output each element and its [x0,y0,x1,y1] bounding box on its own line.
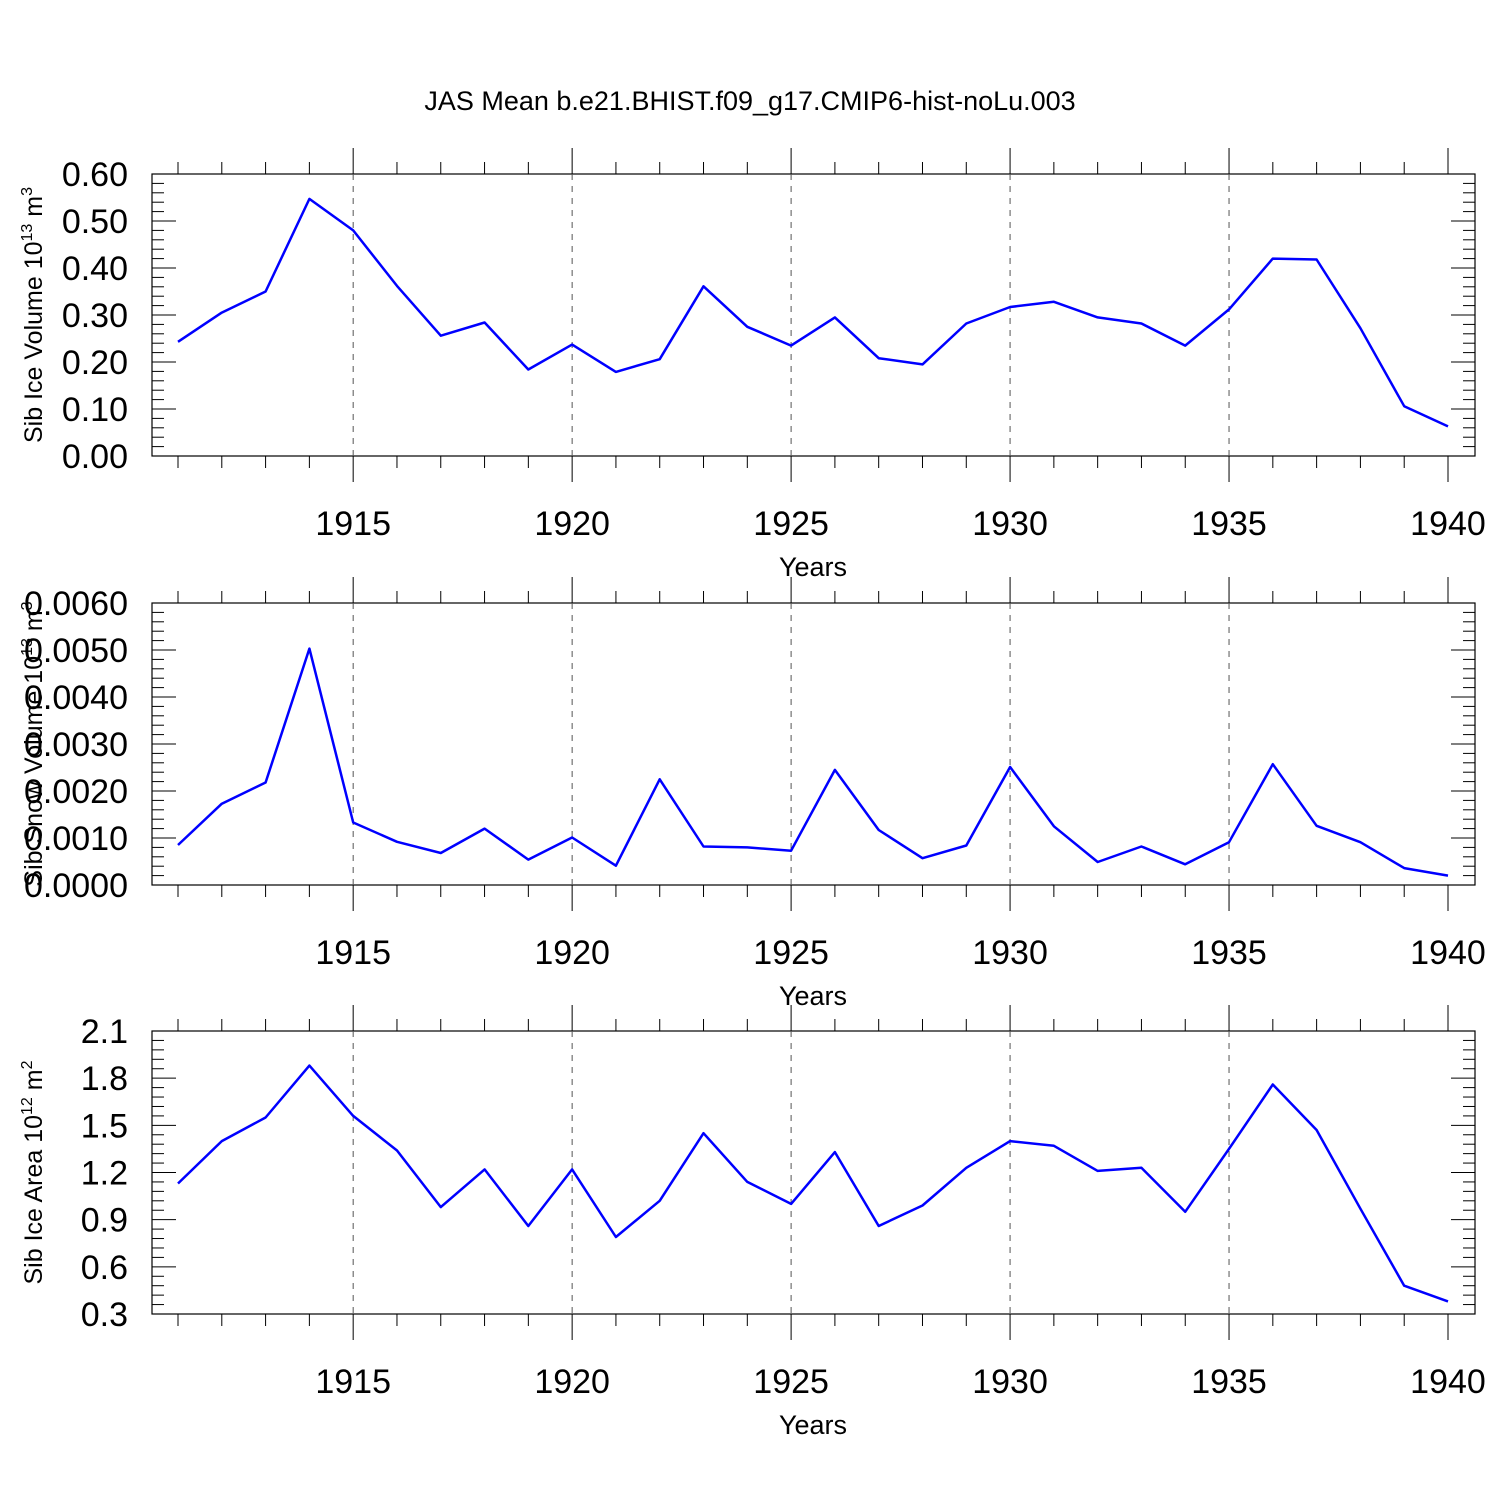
y-tick-label: 0.0060 [24,585,128,623]
y-tick-label: 0.50 [62,203,128,241]
x-tick-label: 1930 [972,1363,1048,1401]
panel-2: 0.0000 0.0010 0.0020 0.0030 0.0040 0.0050 0.00… [19,577,1486,1011]
x-axis-label: Years [779,981,847,1011]
plot-frame [151,1030,1476,1315]
x-tick-label: 1925 [753,1363,829,1401]
x-tick-label: 1915 [315,505,391,543]
panel-3: 0.3 0.6 0.9 1.2 1.5 1.8 2.1 1915 1920 1925 1930 193… [19,1005,1486,1440]
y-axis-label: Sib Ice Volume 1013 m3 [19,187,48,443]
y-tick-label: 0.0030 [24,726,128,764]
y-tick-label: 0.10 [62,391,128,429]
y-tick-label: 0.3 [81,1296,128,1334]
y-tick-label: 0.00 [62,438,128,476]
y-tick-label: 0.20 [62,344,128,382]
x-tick-label: 1920 [534,505,610,543]
x-tick-label: 1935 [1191,1363,1267,1401]
y-tick-label: 0.30 [62,297,128,335]
x-tick-label: 1915 [315,934,391,972]
x-tick-label: 1920 [534,934,610,972]
x-axis-label: Years [779,552,847,582]
panel-1: 0.00 0.10 0.20 0.30 0.40 0.50 0.60 1915 1920 1925… [19,148,1486,582]
y-tick-label: 0.0010 [24,820,128,858]
y-tick-label: 2.1 [81,1013,128,1051]
y-tick-label: 0.0020 [24,773,128,811]
x-tick-label: 1925 [753,505,829,543]
y-tick-label: 0.9 [81,1202,128,1240]
x-tick-label: 1935 [1191,505,1267,543]
y-tick-label: 0.40 [62,250,128,288]
figure-title: JAS Mean b.e21.BHIST.f09_g17.CMIP6-hist-… [424,86,1075,116]
x-tick-label: 1920 [534,1363,610,1401]
series-line [177,1064,1449,1303]
x-axis-label: Years [779,1410,847,1440]
x-tick-label: 1940 [1410,934,1486,972]
y-tick-label: 0.0050 [24,632,128,670]
series-line [177,197,1449,428]
x-tick-label: 1930 [972,505,1048,543]
y-tick-label: 1.2 [81,1155,128,1193]
x-tick-label: 1915 [315,1363,391,1401]
series-line [177,647,1449,877]
x-tick-label: 1940 [1410,1363,1486,1401]
y-axis-label: Sib Ice Area 1012 m2 [19,1060,48,1284]
plot-frame [151,173,1476,457]
x-tick-label: 1940 [1410,505,1486,543]
x-tick-label: 1925 [753,934,829,972]
y-tick-label: 1.5 [81,1107,128,1145]
y-tick-label: 0.60 [62,156,128,194]
y-tick-label: 1.8 [81,1060,128,1098]
plot-frame [151,602,1476,886]
y-tick-label: 0.0000 [24,867,128,905]
y-tick-label: 0.6 [81,1249,128,1287]
x-tick-label: 1930 [972,934,1048,972]
y-tick-label: 0.0040 [24,679,128,717]
y-axis-label: Sib Snow Volume 1013 m3 [19,601,48,886]
x-tick-label: 1935 [1191,934,1267,972]
